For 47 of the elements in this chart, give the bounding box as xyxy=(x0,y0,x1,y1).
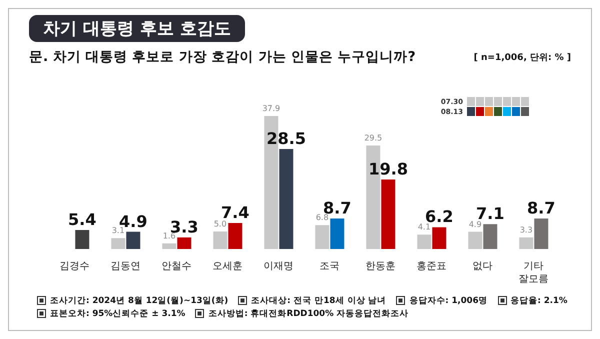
text: 조사기간: 2024년 8월 12일(월)~13일(화) xyxy=(49,296,228,306)
x-tick-label: 없다 xyxy=(472,261,492,272)
bar xyxy=(126,232,140,249)
text: [ n=1,006, 단위: % ] xyxy=(474,52,571,64)
bar xyxy=(228,223,242,249)
text: 응답율: 2.1% xyxy=(510,296,568,306)
x-tick-label: 안철수 xyxy=(162,261,192,272)
bar xyxy=(534,218,548,249)
bar xyxy=(177,237,192,249)
data-label: 37.9 xyxy=(262,104,280,113)
x-tick-label: 오세훈 xyxy=(212,261,242,272)
chart-title: 차기 대통령 후보 호감도 xyxy=(29,15,245,42)
data-label: 3.1 xyxy=(112,226,125,236)
data-label: 5.0 xyxy=(214,219,227,228)
text: 조사대상: 전국 만18세 이상 남녀 xyxy=(250,296,386,306)
bar xyxy=(468,232,482,249)
data-label: 28.5 xyxy=(266,128,306,148)
x-tick-label: 김경수 xyxy=(60,261,90,272)
bar xyxy=(279,148,294,249)
data-label: 4.9 xyxy=(468,220,482,229)
chart-subtitle: 문. 차기 대통령 후보로 가장 호감이 가는 인물은 누구입니까? xyxy=(29,48,416,66)
bar xyxy=(417,234,432,249)
bar xyxy=(330,218,344,249)
bar xyxy=(315,225,330,249)
text: 조사방법: 휴대전화RDD100% 자동응답전화조사 xyxy=(207,309,409,319)
bar xyxy=(213,231,228,249)
bar xyxy=(111,238,126,249)
text: 표본오차: 95%신뢰수준 ± 3.1% xyxy=(49,309,186,319)
data-label: 5.4 xyxy=(68,210,96,230)
x-tick-label: 이재명 xyxy=(264,261,294,272)
data-label: 29.5 xyxy=(364,133,382,142)
bar xyxy=(381,180,396,249)
data-label: 4.1 xyxy=(418,222,431,232)
data-label: 3.3 xyxy=(520,225,533,234)
bar xyxy=(162,243,176,249)
x-tick-label: 김동연 xyxy=(110,261,140,272)
bar xyxy=(75,230,90,249)
x-tick-label: 조국 xyxy=(320,261,340,272)
data-label: 19.8 xyxy=(368,160,408,179)
bar xyxy=(519,237,534,249)
data-label: 6.8 xyxy=(316,213,329,222)
bar xyxy=(432,227,446,249)
text: 응답자수: 1,006명 xyxy=(408,296,488,306)
bar xyxy=(483,224,498,249)
x-tick-label: 홍준표 xyxy=(416,261,446,272)
data-label: 8.7 xyxy=(527,198,556,218)
x-tick-label: 한동훈 xyxy=(366,261,396,272)
